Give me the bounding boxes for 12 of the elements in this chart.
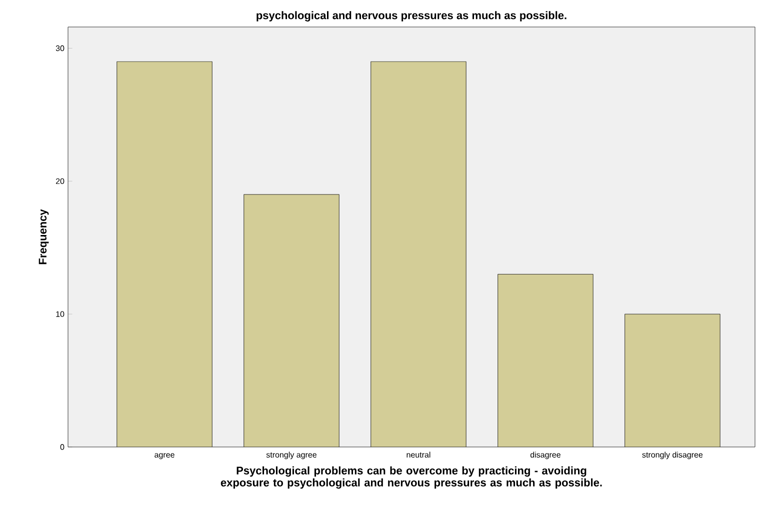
y-axis-title: Frequency [38, 209, 49, 264]
y-tick-label: 0 [60, 444, 64, 450]
x-tick-label: strongly disagree [642, 452, 703, 460]
x-tick-label: strongly agree [266, 452, 316, 460]
y-tick-label: 30 [56, 45, 64, 52]
y-tick-label: 10 [56, 311, 64, 317]
x-tick-label: disagree [530, 452, 560, 460]
chart-title: psychological and nervous pressures as much as possible. [256, 11, 566, 22]
x-tick-label: agree [154, 453, 174, 460]
x-axis-title: Psychological problems can be overcome by practicing - avoiding exposure to psychological and nervous pressures as much as possible. [220, 466, 602, 489]
y-tick-label: 20 [56, 178, 64, 184]
x-tick-label: neutral [406, 452, 430, 458]
